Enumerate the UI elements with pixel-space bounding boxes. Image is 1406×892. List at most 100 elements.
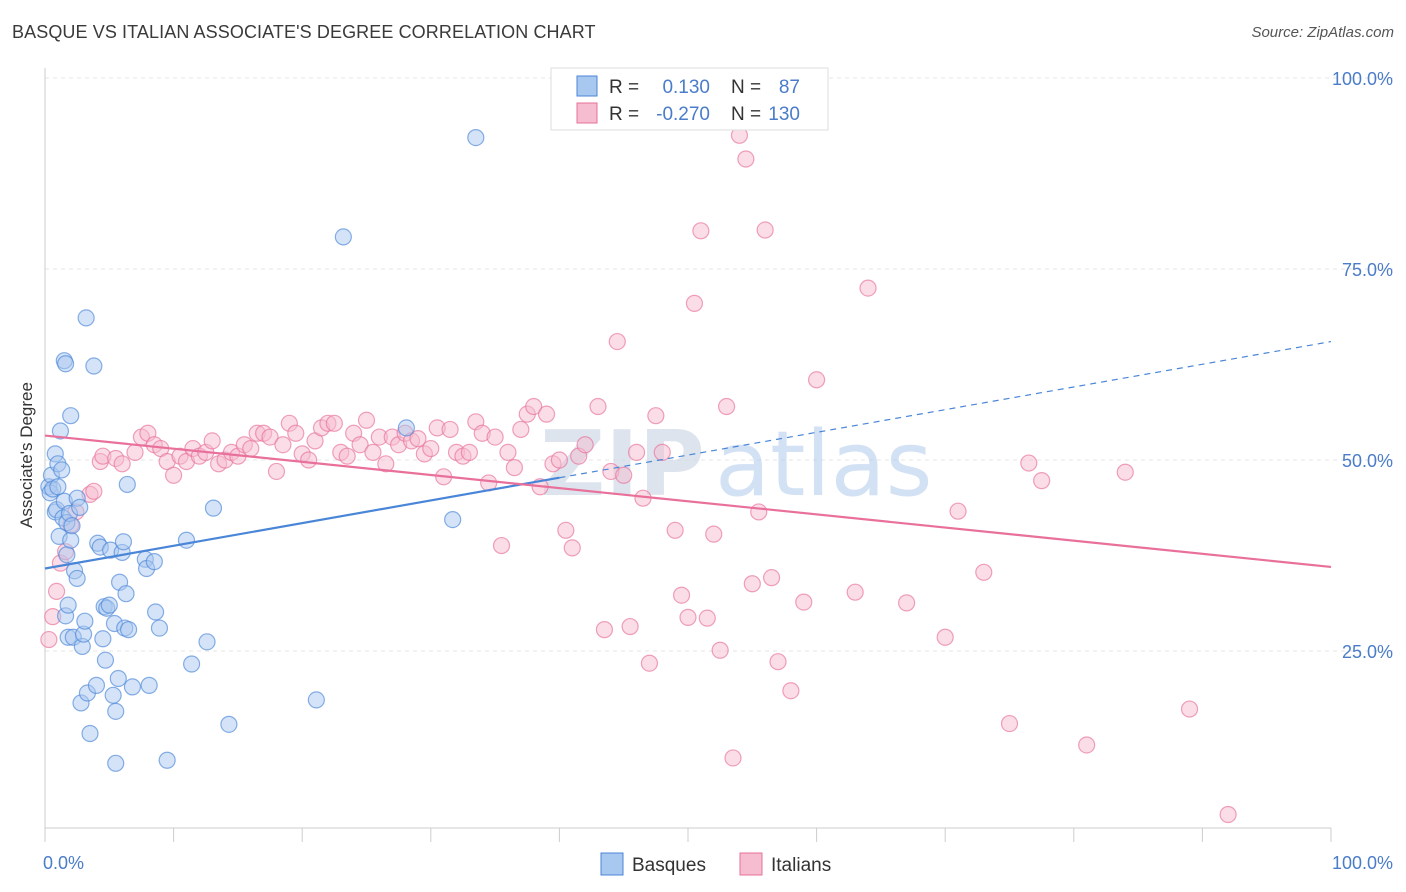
italian-point xyxy=(653,443,671,461)
italian-point xyxy=(846,583,864,601)
italian-point xyxy=(492,536,511,555)
basque-point xyxy=(145,553,163,571)
italian-point xyxy=(589,397,607,416)
italian-point xyxy=(717,397,736,416)
bottom-legend-italian-label: Italians xyxy=(771,855,831,876)
italian-point xyxy=(647,407,665,425)
italian-point xyxy=(525,397,543,416)
italian-point xyxy=(267,462,286,481)
basque-point xyxy=(140,676,158,694)
italian-point xyxy=(1116,463,1134,481)
basque-point xyxy=(109,669,127,688)
basque-point xyxy=(177,531,196,549)
legend-italian-r-label: R = xyxy=(609,104,639,125)
italian-point xyxy=(859,279,877,297)
basque-point xyxy=(118,475,136,494)
italian-point xyxy=(126,443,144,461)
basque-point xyxy=(123,678,142,696)
italian-point xyxy=(737,150,755,168)
legend-basque-r-value: 0.130 xyxy=(662,77,710,98)
basque-point xyxy=(77,309,95,327)
legend-basque-r-label: R = xyxy=(609,77,639,98)
basque-point xyxy=(204,499,223,517)
italian-point xyxy=(621,617,639,636)
basque-point xyxy=(76,612,94,630)
basque-point xyxy=(107,754,125,772)
italian-point xyxy=(1020,454,1038,472)
italian-point xyxy=(512,420,530,439)
italian-point xyxy=(724,749,742,767)
italian-point xyxy=(795,593,813,611)
top-legend: R = 0.130 N = 87 R = -0.270 N = 130 xyxy=(550,67,829,131)
italian-point xyxy=(615,466,633,484)
basque-point xyxy=(63,517,81,535)
basque-point xyxy=(183,655,201,673)
basque-trend-line xyxy=(44,476,560,570)
italian-point xyxy=(666,521,684,539)
basque-point xyxy=(467,128,485,147)
basque-point xyxy=(119,621,138,639)
italian-point xyxy=(1219,805,1237,824)
basque-point xyxy=(107,702,125,720)
basque-point xyxy=(58,546,76,564)
italian-point xyxy=(409,430,427,448)
italian-point xyxy=(692,222,710,240)
italian-point xyxy=(351,436,369,454)
basque-point xyxy=(146,603,165,621)
italian-point xyxy=(595,621,614,639)
italian-point xyxy=(1180,700,1199,718)
italian-point xyxy=(300,451,318,469)
italian-point xyxy=(165,466,183,484)
basque-point xyxy=(220,715,238,733)
italian-point xyxy=(679,608,697,626)
legend-basque-swatch xyxy=(576,75,598,97)
italian-points xyxy=(40,126,1237,824)
y-tick-label: 100.0% xyxy=(1332,69,1393,89)
italian-point xyxy=(1078,736,1096,754)
bottom-legend-basque-swatch xyxy=(600,852,624,876)
italian-point xyxy=(807,371,826,389)
bottom-legend-italian-swatch xyxy=(739,852,763,876)
y-tick-label: 25.0% xyxy=(1342,642,1393,662)
legend-italian-swatch xyxy=(576,102,598,124)
italian-point xyxy=(287,424,305,442)
gridlines xyxy=(45,77,1393,652)
italian-point xyxy=(550,451,569,469)
basque-trend-line-extension xyxy=(559,340,1332,479)
italian-point xyxy=(557,521,575,539)
italian-point xyxy=(441,420,459,439)
basque-point xyxy=(59,596,77,614)
basque-point xyxy=(56,355,75,373)
italian-point xyxy=(762,569,781,587)
basque-point xyxy=(96,651,115,669)
chart-title: BASQUE VS ITALIAN ASSOCIATE'S DEGREE COR… xyxy=(12,22,596,42)
italian-trend-line xyxy=(44,434,1332,569)
italian-point xyxy=(113,455,131,473)
italian-point xyxy=(261,428,279,446)
legend-italian-r-value: -0.270 xyxy=(656,104,710,125)
italian-point xyxy=(422,439,440,458)
italian-point xyxy=(537,405,556,423)
italian-point xyxy=(47,582,66,601)
y-tick-labels: 25.0% 50.0% 75.0% 100.0% xyxy=(1332,69,1393,662)
italian-point xyxy=(936,628,954,646)
italian-point xyxy=(1000,714,1019,733)
italian-point xyxy=(756,221,774,239)
bottom-legend: Basques Italians xyxy=(600,852,831,876)
basque-point xyxy=(62,407,80,425)
source-label: Source: ZipAtlas.com xyxy=(1251,24,1394,41)
legend-basque-n-label: N = xyxy=(731,77,761,98)
italian-point xyxy=(711,641,729,659)
italian-point xyxy=(782,682,800,700)
x-tick-label-min: 0.0% xyxy=(43,853,84,873)
basque-point xyxy=(51,422,70,440)
y-tick-label: 75.0% xyxy=(1342,260,1393,280)
italian-point xyxy=(975,563,993,581)
basque-point xyxy=(71,498,89,516)
basque-point xyxy=(158,751,176,769)
trend-lines xyxy=(44,340,1332,570)
italian-point xyxy=(203,432,221,450)
italian-point xyxy=(486,428,504,446)
basque-point xyxy=(94,630,112,648)
italian-point xyxy=(1033,472,1051,490)
